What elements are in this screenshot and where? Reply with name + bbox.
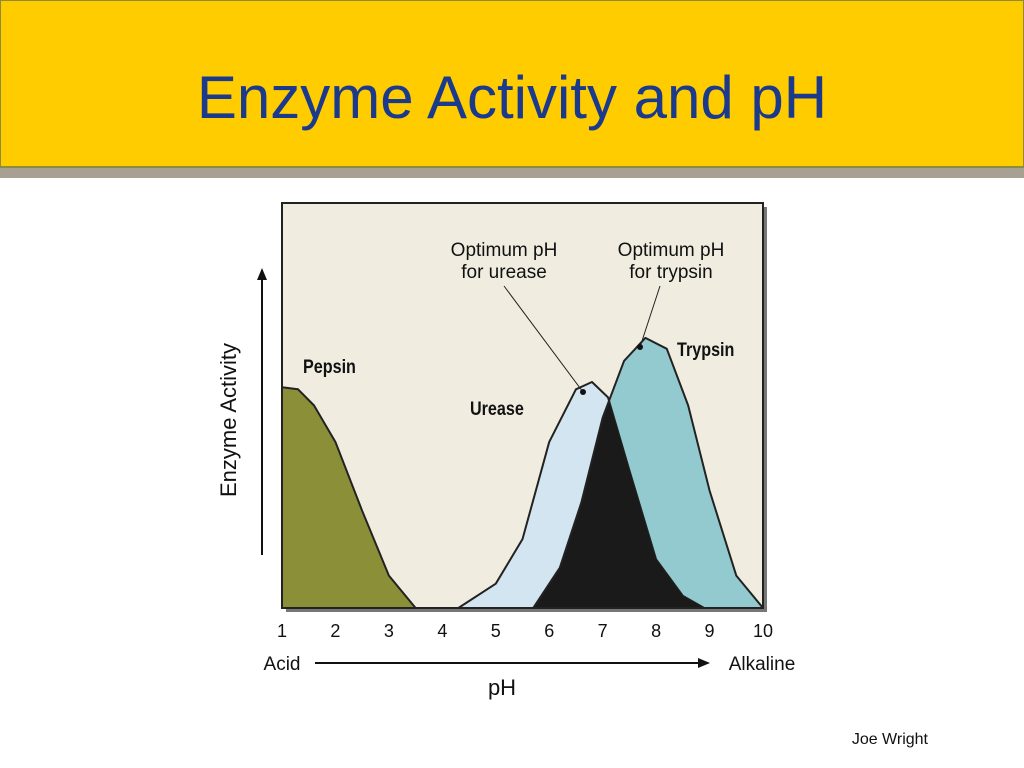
annotation-leader	[503, 285, 584, 393]
x-tick-label: 5	[491, 621, 501, 641]
series-label: Trypsin	[677, 339, 734, 361]
x-tick-label: 2	[330, 621, 340, 641]
x-left-label: Acid	[264, 654, 301, 675]
series-label: Urease	[470, 398, 524, 420]
x-tick-label: 7	[598, 621, 608, 641]
y-axis-label: Enzyme Activity	[216, 343, 241, 497]
header-band	[0, 0, 1024, 168]
x-tick-label: 6	[544, 621, 554, 641]
header-rule	[0, 168, 1024, 178]
annotation-dot	[580, 389, 586, 395]
overlap-outline	[531, 382, 705, 608]
annotation-text: for urease	[461, 262, 547, 283]
annotation-text: Optimum pH	[451, 240, 558, 261]
x-tick-label: 4	[437, 621, 447, 641]
x-tick-label: 1	[277, 621, 287, 641]
plot-frame	[281, 202, 764, 609]
slide-title: Enzyme Activity and pH	[197, 64, 827, 131]
footer-author: Joe Wright	[852, 731, 929, 748]
series-label: Pepsin	[303, 356, 356, 378]
x-tick-label: 10	[753, 621, 773, 641]
annotation-text: for trypsin	[629, 262, 712, 283]
annotation-text: Optimum pH	[618, 240, 725, 261]
annotation-leader	[639, 285, 661, 348]
x-axis-label: pH	[488, 675, 516, 700]
annotation-dot	[637, 344, 643, 350]
x-tick-label: 3	[384, 621, 394, 641]
x-tick-label: 9	[705, 621, 715, 641]
x-right-label: Alkaline	[729, 654, 796, 675]
x-tick-label: 8	[651, 621, 661, 641]
